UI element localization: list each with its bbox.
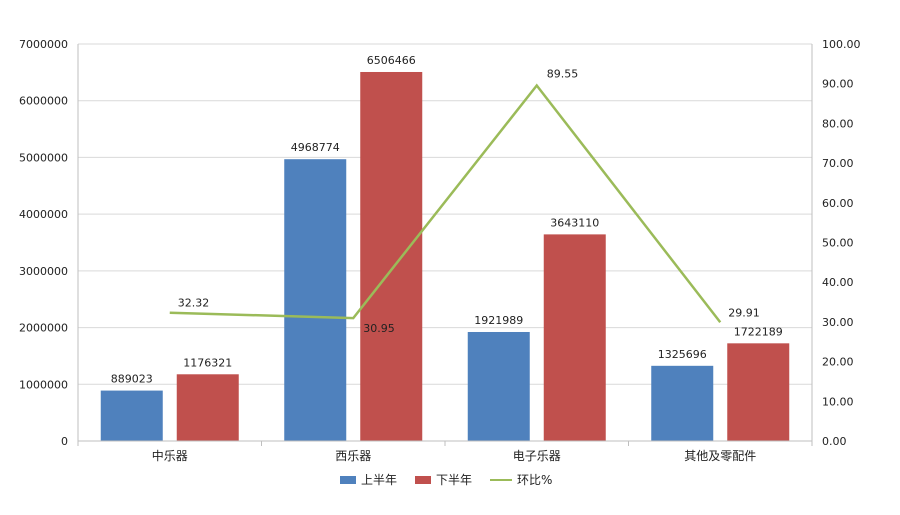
bars	[100, 71, 790, 442]
right-tick-label: 10.00	[822, 395, 854, 408]
legend-item-first-half: 上半年	[340, 471, 397, 488]
data-labels: 889023 1176321 4968774 6506466 1921989 364311…	[111, 54, 783, 386]
left-tick-label: 7000000	[19, 38, 68, 51]
ratio-line	[169, 83, 722, 324]
bar-value-label: 1722189	[734, 325, 783, 338]
legend-swatch-second-half	[415, 475, 432, 484]
ratio-polyline	[169, 83, 722, 324]
ratio-value-label: 29.91	[728, 306, 760, 319]
category-label: 中乐器	[152, 448, 188, 463]
left-tick-label: 6000000	[19, 95, 68, 108]
legend-label-first-half: 上半年	[361, 473, 398, 487]
category-label: 其他及零配件	[684, 449, 756, 463]
bar-second-half	[727, 343, 790, 441]
legend-swatch-ratio	[490, 478, 513, 481]
bar-value-label: 6506466	[367, 54, 416, 67]
left-tick-label: 2000000	[19, 322, 68, 335]
ratio-value-label: 89.55	[547, 67, 579, 80]
bar-first-half	[100, 390, 163, 441]
left-tick-label: 4000000	[19, 208, 68, 221]
ratio-value-label: 32.32	[178, 297, 210, 310]
right-tick-label: 40.00	[822, 276, 854, 289]
right-tick-label: 30.00	[822, 316, 854, 329]
right-tick-label: 50.00	[822, 237, 854, 250]
bar-value-label: 3643110	[550, 216, 599, 229]
left-axis: 0 1000000 2000000 3000000 4000000 5000000 6000…	[19, 38, 79, 448]
bar-first-half	[651, 365, 714, 441]
right-tick-label: 100.00	[822, 38, 861, 51]
legend: 上半年 下半年 环比%	[340, 471, 552, 488]
legend-label-ratio: 环比%	[517, 473, 553, 487]
x-axis: 中乐器 西乐器 电子乐器 其他及零配件	[77, 440, 813, 463]
bar-first-half	[284, 159, 347, 442]
bar-second-half	[543, 234, 606, 441]
bar-value-label: 4968774	[291, 141, 340, 154]
bar-value-label: 1176321	[183, 356, 232, 369]
category-label: 西乐器	[335, 449, 371, 463]
right-tick-label: 60.00	[822, 197, 854, 210]
left-tick-label: 3000000	[19, 265, 68, 278]
ratio-value-label: 30.95	[363, 322, 395, 335]
right-tick-label: 0.00	[822, 435, 847, 448]
left-tick-label: 1000000	[19, 378, 68, 391]
category-label: 电子乐器	[513, 449, 561, 463]
right-axis: 0.00 10.00 20.00 30.00 40.00 50.00 60.00 70.00 8…	[811, 38, 861, 448]
right-tick-label: 90.00	[822, 78, 854, 91]
right-tick-label: 70.00	[822, 157, 854, 170]
bar-value-label: 889023	[111, 373, 153, 386]
right-tick-label: 80.00	[822, 117, 854, 130]
bar-value-label: 1325696	[658, 348, 707, 361]
legend-label-second-half: 下半年	[436, 473, 473, 487]
legend-item-ratio: 环比%	[490, 471, 552, 488]
right-tick-label: 20.00	[822, 356, 854, 369]
bar-value-label: 1921989	[474, 314, 523, 327]
bar-second-half	[176, 374, 239, 441]
legend-swatch-first-half	[340, 475, 356, 484]
left-tick-label: 0	[61, 435, 68, 448]
bar-first-half	[467, 331, 530, 441]
bar-second-half	[360, 71, 423, 442]
legend-item-second-half: 下半年	[415, 471, 472, 488]
left-tick-label: 5000000	[19, 151, 68, 164]
